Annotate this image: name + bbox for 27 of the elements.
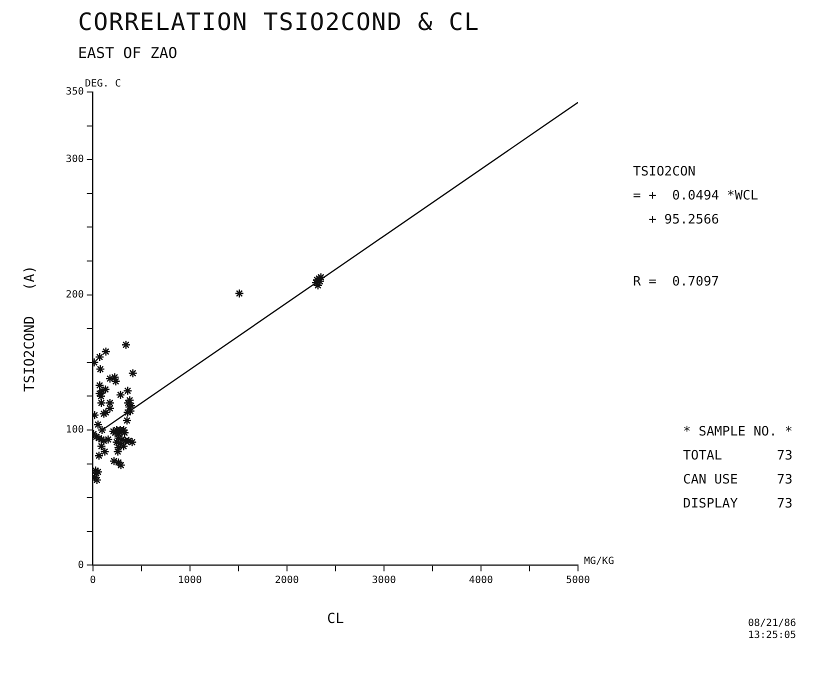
- x-tick-label: 5000: [566, 574, 590, 586]
- y-tick-label: 100: [66, 424, 84, 436]
- text: CAN USE 73: [683, 472, 793, 488]
- chart-subtitle: EAST OF ZAO: [77, 44, 178, 62]
- y-axis-title: TSIO2COND (A): [22, 265, 38, 392]
- y-tick-label: 0: [78, 560, 84, 571]
- text: TOTAL 73: [683, 448, 793, 464]
- text: TSIO2CON: [633, 164, 696, 180]
- text: + 95.2566: [633, 212, 720, 228]
- text: MG/KG: [584, 556, 614, 567]
- chart-title: CORRELATION TSIO2COND & CL: [77, 8, 481, 36]
- x-tick-label: 2000: [274, 574, 299, 586]
- x-tick-label: 0: [90, 574, 96, 586]
- x-axis-title: CL: [327, 611, 344, 628]
- text: = + 0.0494 *WCL: [633, 188, 758, 204]
- text: 08/21/86: [748, 618, 796, 629]
- y-tick-label: 200: [66, 289, 84, 300]
- text: R = 0.7097: [633, 274, 720, 290]
- x-tick-label: 3000: [372, 574, 396, 586]
- text: * SAMPLE NO. *: [683, 424, 793, 440]
- text: 13:25:05: [748, 630, 796, 641]
- x-tick-label: 4000: [468, 574, 494, 586]
- y-tick-label: 350: [66, 86, 84, 98]
- x-tick-label: 1000: [178, 574, 202, 586]
- text: DEG. C: [84, 78, 121, 90]
- text: DISPLAY 73: [683, 496, 793, 512]
- y-tick-label: 300: [66, 154, 84, 166]
